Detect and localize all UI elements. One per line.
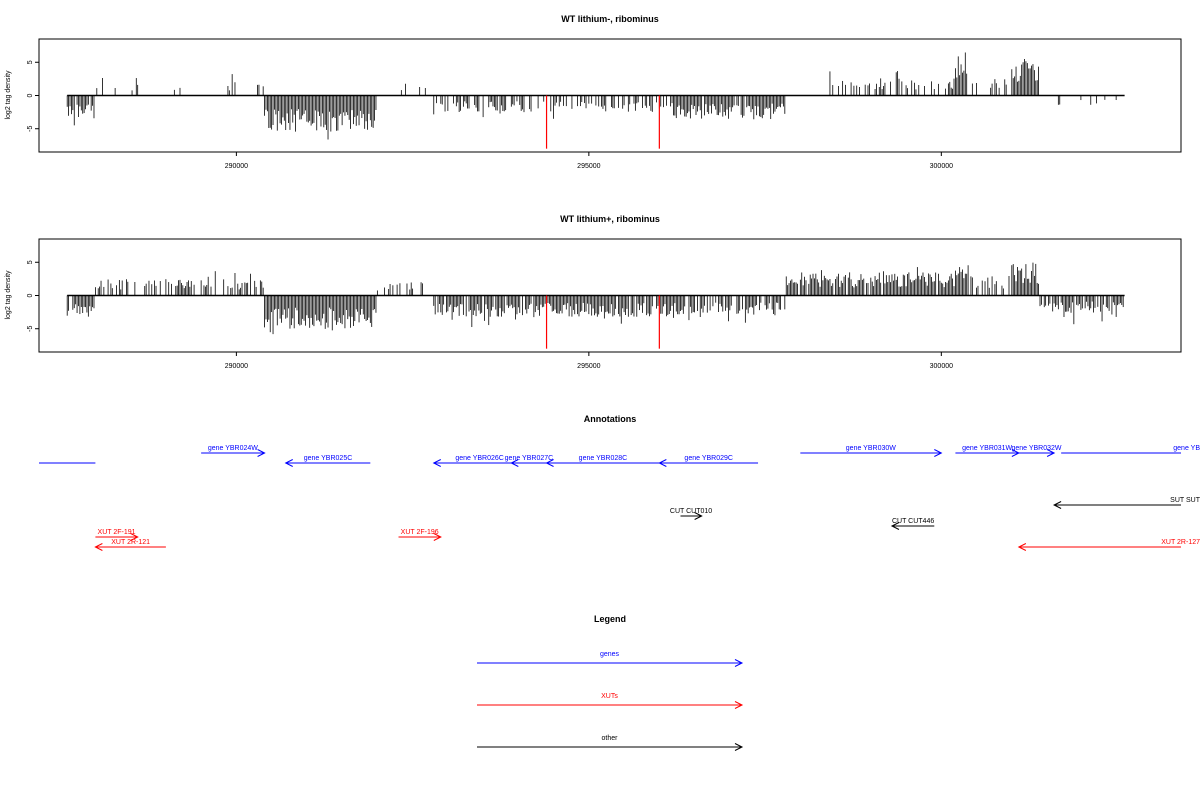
arrowhead-right-icon: [694, 512, 703, 520]
feature-label: XUT 2F-191: [98, 529, 136, 536]
annotations-panel: Annotations gene YBR024W gene YBR025C gene…: [39, 414, 1200, 551]
legend-panel: Legend genes XUTs other: [477, 614, 744, 751]
signal-bars: [66, 52, 1125, 149]
density-panel-lithium-plus: WT lithium+, ribominus log2 tag density …: [5, 214, 1182, 370]
annotation-feature: gene YBR032W: [1011, 445, 1062, 457]
panel-title: WT lithium-, ribominus: [561, 14, 659, 24]
legend-entry-genes: genes: [477, 651, 744, 667]
arrowhead-right-icon: [734, 659, 744, 667]
feature-label: gene YBR030W: [846, 445, 896, 452]
annotation-feature: gene YBR026C: [432, 455, 526, 467]
legend-label: genes: [600, 651, 620, 658]
x-tick-label: 300000: [930, 163, 953, 170]
x-tick-label: 295000: [577, 163, 600, 170]
arrowhead-right-icon: [734, 701, 744, 709]
arrowhead-right-icon: [934, 449, 943, 457]
annotation-feature: gene YBR031W: [955, 445, 1020, 457]
arrowhead-left-icon: [1017, 543, 1027, 551]
y-tick-label: -5: [27, 126, 34, 132]
annotation-feature: CUT CUT446: [890, 518, 934, 530]
axes: 290000 295000 300000 -5 0 5: [27, 260, 953, 370]
arrowhead-left-icon: [1052, 501, 1062, 509]
feature-label: gene YBR026C: [455, 455, 504, 462]
x-tick-label: 300000: [930, 363, 953, 370]
x-tick-label: 290000: [225, 363, 248, 370]
feature-label: SUT SUT: [1170, 497, 1200, 504]
y-axis-label: log2 tag density: [5, 70, 12, 120]
arrowhead-left-icon: [284, 459, 293, 467]
feature-label: gene YBR025C: [304, 455, 353, 462]
density-panel-lithium-minus: WT lithium-, ribominus log2 tag density …: [5, 14, 1182, 170]
arrowhead-left-icon: [94, 543, 103, 551]
arrowhead-right-icon: [257, 449, 266, 457]
annotation-feature: gene YBR025C: [284, 455, 371, 467]
annotation-feature: gene YBR024W: [201, 445, 266, 457]
annotation-feature: gene YBR027C: [505, 455, 554, 467]
y-tick-label: 0: [27, 293, 34, 297]
annotation-feature: gene YB: [1061, 445, 1200, 454]
y-axis-label: log2 tag density: [5, 270, 12, 320]
y-tick-label: 5: [27, 260, 34, 264]
arrowhead-right-icon: [734, 743, 744, 751]
annotation-feature: XUT 2R-127: [1017, 539, 1200, 551]
legend-label: XUTs: [601, 693, 618, 700]
feature-label: gene YB: [1173, 445, 1200, 452]
feature-label: XUT 2R-121: [111, 539, 150, 546]
arrowhead-right-icon: [433, 533, 442, 541]
feature-label: XUT 2R-127: [1161, 539, 1200, 546]
feature-label: gene YBR032W: [1011, 445, 1061, 452]
arrowhead-left-icon: [658, 459, 667, 467]
arrowhead-left-icon: [432, 459, 441, 467]
arrowhead-left-icon: [545, 459, 554, 467]
feature-label: gene YBR024W: [208, 445, 258, 452]
annotation-feature: gene YBR029C: [658, 455, 759, 467]
legend-title: Legend: [594, 614, 626, 624]
arrowhead-right-icon: [1046, 449, 1056, 457]
legend-entry-other: other: [477, 735, 744, 751]
annotation-feature: gene YBR028C: [545, 455, 660, 467]
axes: 290000 295000 300000 -5 0 5: [27, 60, 953, 170]
annotation-feature: SUT SUT: [1052, 497, 1200, 509]
x-tick-label: 295000: [577, 363, 600, 370]
legend-items: genes XUTs other: [477, 651, 744, 751]
feature-label: XUT 2F-196: [401, 529, 439, 536]
arrowhead-right-icon: [1011, 449, 1020, 457]
annotation-feature: CUT CUT010: [670, 508, 712, 520]
annotation-feature: XUT 2F-191: [95, 529, 139, 541]
legend-entry-xuts: XUTs: [477, 693, 744, 709]
annotation-feature: gene YBR030W: [800, 445, 943, 457]
y-tick-label: -5: [27, 326, 34, 332]
arrowhead-left-icon: [510, 459, 519, 467]
annotations-title: Annotations: [584, 414, 637, 424]
annotation-feature: XUT 2R-121: [94, 539, 166, 551]
signal-bars: [66, 262, 1125, 349]
feature-label: CUT CUT010: [670, 508, 712, 515]
feature-label: gene YBR029C: [684, 455, 733, 462]
feature-label: CUT CUT446: [892, 518, 934, 525]
y-tick-label: 0: [27, 93, 34, 97]
y-tick-label: 5: [27, 60, 34, 64]
feature-label: gene YBR031W: [962, 445, 1012, 452]
feature-label: gene YBR027C: [505, 455, 554, 462]
panel-title: WT lithium+, ribominus: [560, 214, 660, 224]
feature-label: gene YBR028C: [579, 455, 628, 462]
arrowhead-left-icon: [890, 522, 900, 530]
x-tick-label: 290000: [225, 163, 248, 170]
arrowhead-right-icon: [130, 533, 139, 541]
annotation-feature: XUT 2F-196: [398, 529, 442, 541]
legend-label: other: [602, 735, 619, 742]
